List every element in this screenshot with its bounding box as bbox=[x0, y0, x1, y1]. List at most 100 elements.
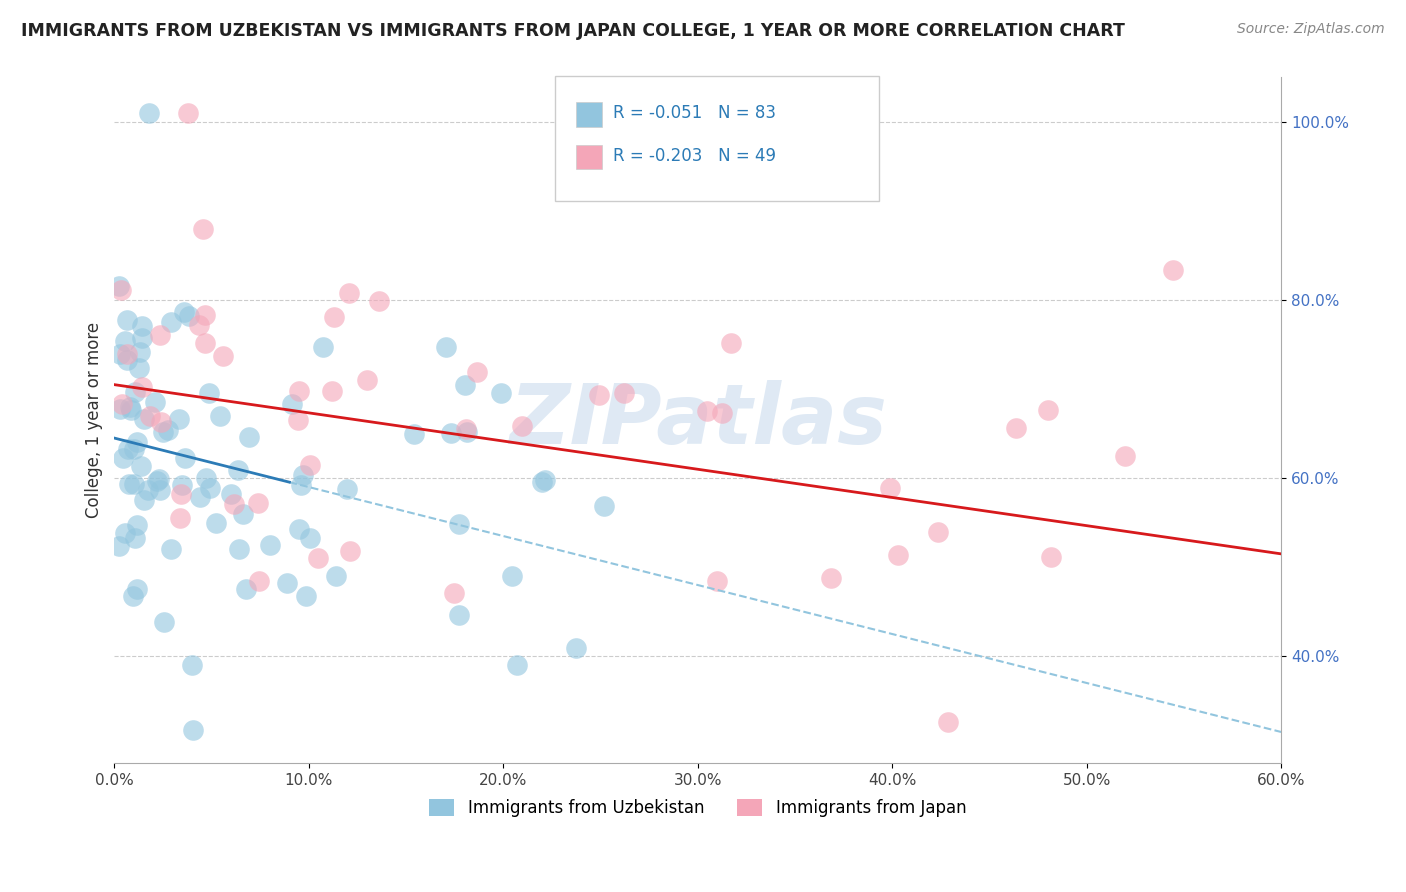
Point bbox=[276, 576, 298, 591]
Point bbox=[226, 463, 249, 477]
Point bbox=[706, 574, 728, 588]
Point bbox=[232, 507, 254, 521]
Point bbox=[711, 406, 734, 420]
Point bbox=[132, 412, 155, 426]
Point bbox=[149, 483, 172, 498]
Point bbox=[887, 548, 910, 562]
Point bbox=[122, 589, 145, 603]
Point bbox=[194, 336, 217, 351]
Point bbox=[108, 402, 131, 417]
Point bbox=[512, 419, 534, 434]
Point bbox=[194, 308, 217, 322]
Point bbox=[434, 340, 457, 354]
Point bbox=[181, 723, 204, 737]
Point bbox=[454, 422, 477, 436]
Point bbox=[501, 568, 523, 582]
Point bbox=[287, 522, 309, 536]
Point bbox=[138, 106, 160, 120]
Point bbox=[146, 474, 169, 488]
Point bbox=[131, 319, 153, 334]
Point bbox=[235, 582, 257, 596]
Point bbox=[322, 310, 344, 325]
Point bbox=[136, 483, 159, 498]
Legend: Immigrants from Uzbekistan, Immigrants from Japan: Immigrants from Uzbekistan, Immigrants f… bbox=[423, 792, 973, 823]
Point bbox=[125, 582, 148, 596]
Point bbox=[443, 586, 465, 600]
Point bbox=[107, 279, 129, 293]
Point bbox=[114, 334, 136, 349]
Point bbox=[174, 450, 197, 465]
Point bbox=[613, 385, 636, 400]
Point bbox=[181, 657, 204, 672]
Point bbox=[530, 475, 553, 490]
Point bbox=[197, 385, 219, 400]
Point bbox=[118, 401, 141, 415]
Point bbox=[125, 434, 148, 449]
Point bbox=[321, 384, 343, 399]
Text: R = -0.051   N = 83: R = -0.051 N = 83 bbox=[613, 104, 776, 122]
Point bbox=[222, 497, 245, 511]
Point bbox=[456, 425, 478, 440]
Point bbox=[1005, 420, 1028, 434]
Point bbox=[125, 517, 148, 532]
Point bbox=[288, 384, 311, 399]
Point bbox=[153, 615, 176, 629]
Point bbox=[131, 380, 153, 394]
Point bbox=[879, 481, 901, 495]
Point bbox=[936, 714, 959, 729]
Point bbox=[312, 340, 335, 354]
Point bbox=[118, 476, 141, 491]
Text: Source: ZipAtlas.com: Source: ZipAtlas.com bbox=[1237, 22, 1385, 37]
Point bbox=[111, 451, 134, 466]
Point bbox=[160, 315, 183, 329]
Point bbox=[115, 352, 138, 367]
Text: ZIPatlas: ZIPatlas bbox=[509, 380, 887, 461]
Point bbox=[1163, 263, 1185, 277]
Point bbox=[588, 388, 610, 402]
Point bbox=[149, 328, 172, 343]
Point bbox=[157, 423, 180, 437]
Point bbox=[307, 551, 329, 566]
Y-axis label: College, 1 year or more: College, 1 year or more bbox=[86, 322, 103, 518]
Point bbox=[167, 412, 190, 426]
Point bbox=[290, 477, 312, 491]
Point bbox=[128, 361, 150, 376]
Point bbox=[927, 524, 949, 539]
Point bbox=[160, 542, 183, 557]
Point bbox=[447, 516, 470, 531]
Point bbox=[115, 347, 138, 361]
Point bbox=[170, 486, 193, 500]
Point bbox=[177, 310, 200, 324]
Point bbox=[117, 442, 139, 457]
Point bbox=[150, 415, 173, 429]
Point bbox=[291, 468, 314, 483]
Point bbox=[591, 106, 613, 120]
Point bbox=[120, 403, 142, 417]
Point bbox=[190, 491, 212, 505]
Point bbox=[298, 531, 321, 545]
Point bbox=[228, 541, 250, 556]
Point bbox=[205, 516, 228, 530]
Point bbox=[454, 377, 477, 392]
Point bbox=[465, 365, 488, 379]
Point bbox=[173, 305, 195, 319]
Point bbox=[1039, 549, 1062, 564]
Point bbox=[339, 544, 361, 558]
Point bbox=[198, 481, 221, 495]
Point bbox=[820, 571, 842, 585]
Point bbox=[325, 569, 347, 583]
Point bbox=[209, 409, 232, 423]
Point bbox=[696, 404, 718, 418]
Point bbox=[148, 472, 170, 486]
Point bbox=[134, 493, 156, 508]
Point bbox=[337, 286, 360, 301]
Point bbox=[281, 397, 304, 411]
Point bbox=[439, 426, 461, 441]
Point bbox=[295, 589, 318, 603]
Point bbox=[195, 471, 218, 485]
Point bbox=[122, 442, 145, 457]
Point bbox=[534, 473, 557, 487]
Point bbox=[404, 427, 426, 442]
Point bbox=[108, 539, 131, 553]
Point bbox=[299, 458, 322, 472]
